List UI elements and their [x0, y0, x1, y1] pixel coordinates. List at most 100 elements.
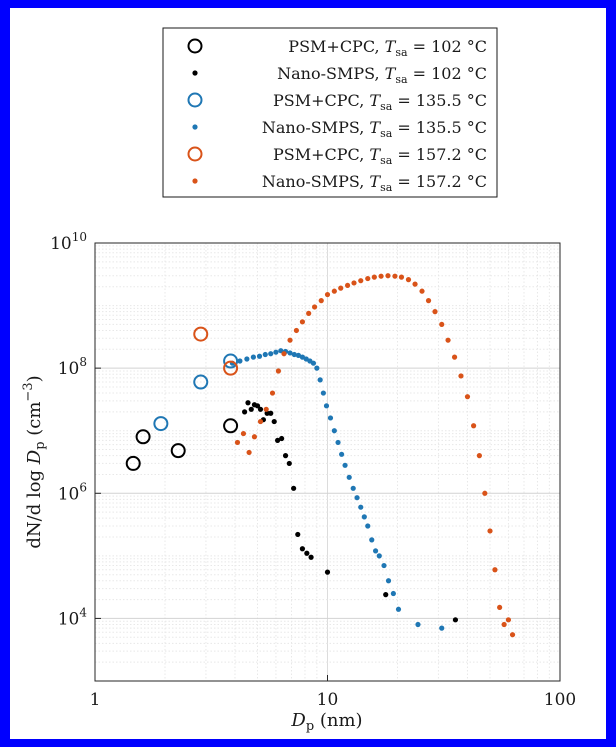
data-point	[320, 390, 326, 396]
series-2	[153, 353, 239, 432]
legend-marker	[187, 146, 203, 162]
data-point	[257, 418, 264, 425]
data-point	[245, 400, 251, 406]
data-point	[311, 304, 318, 310]
data-point	[339, 451, 345, 457]
y-tick-label: 106	[58, 480, 87, 504]
legend-label: PSM+CPC, Tsa = 102 °C	[288, 37, 487, 59]
legend-marker	[187, 38, 203, 54]
data-point	[392, 273, 398, 279]
data-point	[223, 418, 239, 434]
data-point	[193, 374, 209, 390]
data-point	[451, 354, 458, 360]
data-point	[432, 309, 438, 315]
data-point	[273, 349, 279, 355]
data-point	[287, 350, 293, 356]
data-point	[383, 592, 389, 598]
y-tick-label: 104	[58, 605, 88, 629]
data-point	[240, 430, 247, 437]
data-point	[412, 281, 418, 287]
data-point	[425, 298, 432, 304]
data-point	[371, 274, 377, 280]
legend-box	[162, 27, 498, 198]
data-point	[439, 625, 445, 631]
data-point	[395, 606, 402, 612]
data-point	[505, 617, 512, 623]
data-point	[390, 590, 396, 597]
data-point	[274, 437, 281, 444]
data-point	[268, 410, 274, 416]
x-tick-label: 10	[317, 690, 339, 710]
data-point	[501, 621, 507, 628]
x-tick-label: 1	[90, 690, 101, 710]
chart-svg: PSM+CPC, Tsa = 102 °C Nano-SMPS, Tsa = 10…	[21, 27, 576, 734]
data-point	[317, 377, 323, 383]
data-point	[471, 423, 477, 429]
data-point	[350, 485, 356, 491]
data-point	[344, 282, 351, 289]
data-point	[291, 351, 297, 358]
data-point	[281, 351, 287, 357]
data-point	[310, 360, 317, 366]
data-point	[378, 273, 384, 279]
data-point	[125, 455, 141, 471]
x-axis-label: Dp (nm)	[290, 710, 362, 734]
data-point	[458, 373, 464, 379]
data-point	[482, 490, 488, 496]
data-point	[318, 298, 324, 304]
data-point	[256, 353, 263, 359]
data-point	[271, 418, 277, 425]
legend-marker	[192, 124, 198, 130]
legend-entry: Nano-SMPS, Tsa = 157.2 °C	[192, 172, 487, 194]
data-point	[509, 632, 516, 638]
y-axis-label: dN/d log Dp (cm−3)	[21, 375, 48, 548]
data-point	[223, 353, 239, 369]
data-point	[293, 327, 300, 334]
data-point	[398, 274, 405, 280]
legend-marker	[192, 178, 198, 184]
data-point	[361, 514, 367, 520]
data-point	[358, 278, 364, 284]
data-point	[308, 554, 314, 560]
legend-marker	[187, 92, 203, 108]
data-point	[135, 429, 151, 445]
legend-entry: PSM+CPC, Tsa = 157.2 °C	[187, 145, 487, 167]
data-point	[275, 368, 282, 374]
data-point	[452, 617, 459, 623]
data-point	[365, 523, 371, 529]
data-point	[372, 548, 379, 554]
data-point	[153, 416, 169, 432]
data-point	[287, 337, 293, 343]
data-point	[295, 531, 301, 538]
data-point	[331, 288, 337, 294]
data-point	[299, 546, 306, 552]
data-point	[323, 403, 330, 409]
data-point	[464, 394, 471, 400]
data-point	[419, 288, 425, 294]
data-point	[251, 434, 258, 440]
series-3	[229, 348, 445, 631]
data-point	[170, 443, 186, 459]
data-point	[264, 410, 270, 416]
legend-marker	[192, 70, 198, 76]
legend-entry: Nano-SMPS, Tsa = 102 °C	[192, 64, 487, 86]
y-tick-label: 1010	[50, 230, 87, 254]
data-point	[269, 390, 276, 396]
data-point	[385, 273, 391, 279]
data-point	[497, 604, 503, 611]
data-point	[405, 277, 412, 283]
data-point	[223, 360, 239, 376]
legend: PSM+CPC, Tsa = 102 °C Nano-SMPS, Tsa = 10…	[162, 27, 498, 198]
legend-label: PSM+CPC, Tsa = 157.2 °C	[273, 145, 487, 167]
legend-entry: Nano-SMPS, Tsa = 135.5 °C	[192, 118, 487, 140]
data-point	[286, 460, 292, 467]
legend-label: Nano-SMPS, Tsa = 102 °C	[277, 64, 487, 86]
data-point	[487, 528, 493, 534]
data-point	[324, 569, 331, 575]
data-point	[385, 578, 392, 584]
data-point	[492, 567, 498, 573]
data-point	[365, 275, 371, 282]
y-tick-label: 108	[58, 355, 87, 379]
data-point	[244, 356, 250, 362]
data-point	[415, 621, 421, 628]
